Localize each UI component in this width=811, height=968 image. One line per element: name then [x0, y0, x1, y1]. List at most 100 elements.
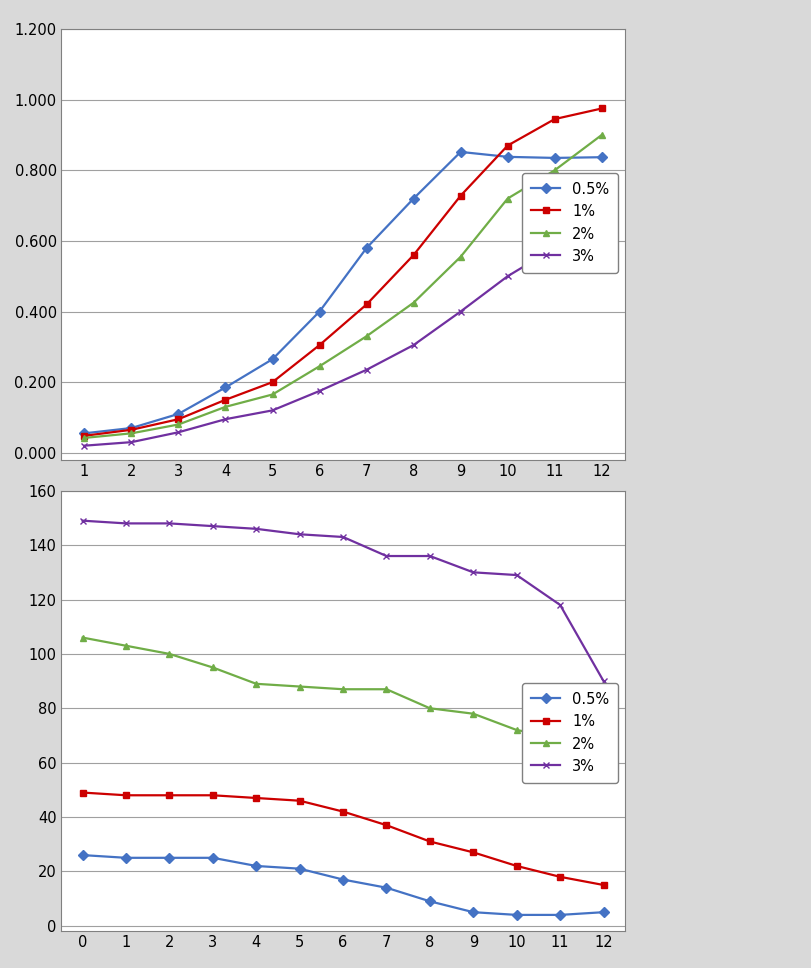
3% — [208, 521, 217, 532]
1% — [598, 879, 607, 891]
1% — [79, 430, 89, 441]
0.5% — [408, 193, 418, 204]
1% — [549, 113, 559, 125]
0.5% — [79, 428, 89, 439]
Line: 2%: 2% — [81, 132, 604, 441]
1% — [221, 394, 230, 406]
2% — [337, 683, 347, 695]
0.5% — [455, 146, 465, 158]
0.5% — [315, 306, 324, 318]
3% — [502, 270, 512, 282]
0.5% — [468, 906, 478, 918]
1% — [315, 339, 324, 350]
Line: 2%: 2% — [79, 634, 607, 758]
1% — [408, 249, 418, 260]
3% — [268, 405, 277, 416]
Legend: 0.5%, 1%, 2%, 3%: 0.5%, 1%, 2%, 3% — [521, 683, 617, 783]
0.5% — [337, 874, 347, 886]
0.5% — [251, 861, 261, 872]
0.5% — [381, 882, 391, 893]
1% — [511, 861, 521, 872]
2% — [596, 129, 606, 140]
3% — [381, 550, 391, 561]
1% — [337, 805, 347, 817]
0.5% — [78, 849, 88, 861]
Line: 3%: 3% — [79, 517, 607, 684]
1% — [381, 819, 391, 831]
3% — [127, 437, 136, 448]
3% — [79, 439, 89, 451]
0.5% — [127, 422, 136, 434]
1% — [165, 790, 174, 802]
0.5% — [424, 895, 434, 907]
3% — [511, 569, 521, 581]
2% — [361, 330, 371, 342]
0.5% — [268, 353, 277, 365]
0.5% — [174, 408, 183, 420]
2% — [127, 428, 136, 439]
Legend: 0.5%, 1%, 2%, 3%: 0.5%, 1%, 2%, 3% — [521, 173, 617, 273]
3% — [294, 529, 304, 540]
Line: 1%: 1% — [81, 105, 604, 439]
2% — [511, 724, 521, 736]
3% — [174, 427, 183, 439]
0.5% — [511, 909, 521, 921]
2% — [455, 251, 465, 262]
3% — [455, 306, 465, 318]
3% — [251, 523, 261, 534]
3% — [549, 242, 559, 254]
0.5% — [549, 152, 559, 164]
0.5% — [221, 381, 230, 393]
2% — [208, 662, 217, 674]
1% — [555, 871, 564, 883]
1% — [361, 299, 371, 311]
0.5% — [294, 862, 304, 874]
3% — [165, 518, 174, 529]
0.5% — [555, 909, 564, 921]
3% — [121, 518, 131, 529]
2% — [251, 678, 261, 689]
1% — [596, 103, 606, 114]
1% — [424, 835, 434, 847]
1% — [127, 424, 136, 436]
2% — [121, 640, 131, 651]
3% — [555, 599, 564, 611]
Line: 0.5%: 0.5% — [79, 852, 607, 919]
3% — [337, 531, 347, 543]
1% — [268, 377, 277, 388]
1% — [502, 139, 512, 151]
3% — [596, 198, 606, 210]
1% — [208, 790, 217, 802]
0.5% — [361, 242, 371, 254]
2% — [78, 632, 88, 644]
1% — [468, 847, 478, 859]
1% — [121, 790, 131, 802]
2% — [555, 733, 564, 744]
0.5% — [208, 852, 217, 863]
3% — [361, 364, 371, 376]
Line: 1%: 1% — [79, 789, 607, 889]
3% — [315, 385, 324, 397]
0.5% — [598, 906, 607, 918]
0.5% — [502, 151, 512, 163]
1% — [251, 792, 261, 803]
2% — [174, 419, 183, 431]
Line: 3%: 3% — [81, 200, 604, 449]
2% — [294, 681, 304, 692]
3% — [78, 515, 88, 527]
2% — [79, 432, 89, 443]
2% — [381, 683, 391, 695]
1% — [78, 787, 88, 799]
2% — [268, 389, 277, 401]
3% — [468, 566, 478, 578]
2% — [598, 748, 607, 760]
2% — [468, 708, 478, 719]
3% — [598, 676, 607, 687]
2% — [315, 360, 324, 372]
0.5% — [121, 852, 131, 863]
3% — [221, 413, 230, 425]
2% — [408, 297, 418, 309]
2% — [502, 193, 512, 204]
2% — [165, 649, 174, 660]
3% — [424, 550, 434, 561]
